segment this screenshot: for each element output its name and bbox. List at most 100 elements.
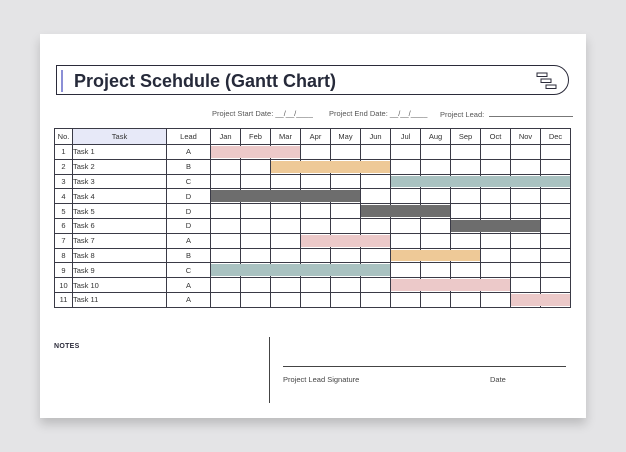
month-cell <box>390 158 421 175</box>
month-cell <box>210 144 300 160</box>
month-cell <box>480 203 511 219</box>
month-cell <box>270 277 301 293</box>
month-cell <box>390 173 570 190</box>
month-cell <box>510 144 541 160</box>
month-cell <box>240 277 271 293</box>
gantt-table: No. Task Lead Jan Feb Mar Apr May Jun Jul Aug Se… <box>54 128 571 308</box>
month-cell <box>330 247 361 264</box>
month-cell <box>330 291 361 308</box>
row-number: 5 <box>54 203 73 219</box>
month-cell <box>480 158 511 175</box>
month-cell <box>360 144 391 160</box>
month-cell <box>240 232 271 249</box>
month-cell <box>300 291 331 308</box>
month-cell <box>240 203 271 219</box>
month-cell <box>210 232 241 249</box>
signature-label: Project Lead Signature <box>283 375 360 384</box>
month-cell <box>450 217 540 234</box>
month-cell <box>270 291 301 308</box>
header-month-nov: Nov <box>510 128 541 145</box>
table-row: 11 Task 11 A <box>54 291 571 308</box>
month-cell <box>480 232 511 249</box>
month-cell <box>270 173 301 190</box>
task-lead: A <box>166 277 211 293</box>
month-cell <box>210 291 241 308</box>
month-cell <box>420 232 451 249</box>
month-cell <box>390 262 421 279</box>
gantt-bar <box>511 293 570 306</box>
header-month-jan: Jan <box>210 128 241 145</box>
gantt-bar <box>391 249 480 262</box>
month-cell <box>450 291 481 308</box>
month-cell <box>240 158 271 175</box>
month-cell <box>450 232 481 249</box>
month-cell <box>450 262 481 279</box>
month-cell <box>210 247 241 264</box>
task-name: Task 2 <box>72 158 167 175</box>
month-cell <box>360 291 391 308</box>
task-name: Task 7 <box>72 232 167 249</box>
gantt-bar <box>391 175 570 188</box>
gantt-bar <box>391 279 510 291</box>
row-number: 11 <box>54 291 73 308</box>
task-lead: C <box>166 173 211 190</box>
header-no: No. <box>54 128 73 145</box>
date-label: Date <box>490 375 506 384</box>
month-cell <box>390 247 480 264</box>
header-month-jun: Jun <box>360 128 391 145</box>
month-cell <box>210 188 360 205</box>
header-month-aug: Aug <box>420 128 451 145</box>
month-cell <box>330 173 361 190</box>
gantt-bar <box>211 264 390 277</box>
task-lead: B <box>166 158 211 175</box>
month-cell <box>420 144 451 160</box>
month-cell <box>300 217 331 234</box>
row-number: 1 <box>54 144 73 160</box>
row-number: 10 <box>54 277 73 293</box>
header-month-mar: Mar <box>270 128 301 145</box>
header-row: No. Task Lead Jan Feb Mar Apr May Jun Jul Aug Se… <box>54 128 571 145</box>
gantt-bar <box>211 190 360 203</box>
month-cell <box>420 262 451 279</box>
month-cell <box>390 232 421 249</box>
project-start-date: Project Start Date: __/__/____ <box>212 109 313 118</box>
month-cell <box>300 203 331 219</box>
month-cell <box>480 188 511 205</box>
month-cell <box>390 277 510 293</box>
row-number: 4 <box>54 188 73 205</box>
month-cell <box>510 158 541 175</box>
month-cell <box>540 277 571 293</box>
row-number: 3 <box>54 173 73 190</box>
month-cell <box>510 232 541 249</box>
month-cell <box>420 217 451 234</box>
header-month-feb: Feb <box>240 128 271 145</box>
month-cell <box>330 277 361 293</box>
month-cell <box>240 173 271 190</box>
month-cell <box>540 188 571 205</box>
month-cell <box>300 173 331 190</box>
task-lead: D <box>166 203 211 219</box>
month-cell <box>210 158 241 175</box>
month-cell <box>480 247 511 264</box>
month-cell <box>420 158 451 175</box>
gantt-bar <box>211 146 300 158</box>
task-lead: C <box>166 262 211 279</box>
title-accent-bar <box>61 70 63 92</box>
title-banner: Project Scehdule (Gantt Chart) <box>56 65 569 95</box>
task-name: Task 6 <box>72 217 167 234</box>
task-lead: B <box>166 247 211 264</box>
project-lead-label: Project Lead: <box>440 110 485 119</box>
row-number: 9 <box>54 262 73 279</box>
month-cell <box>450 144 481 160</box>
month-cell <box>270 247 301 264</box>
month-cell <box>450 203 481 219</box>
month-cell <box>540 158 571 175</box>
task-lead: A <box>166 232 211 249</box>
row-number: 8 <box>54 247 73 264</box>
project-end-date: Project End Date: __/__/____ <box>329 109 428 118</box>
